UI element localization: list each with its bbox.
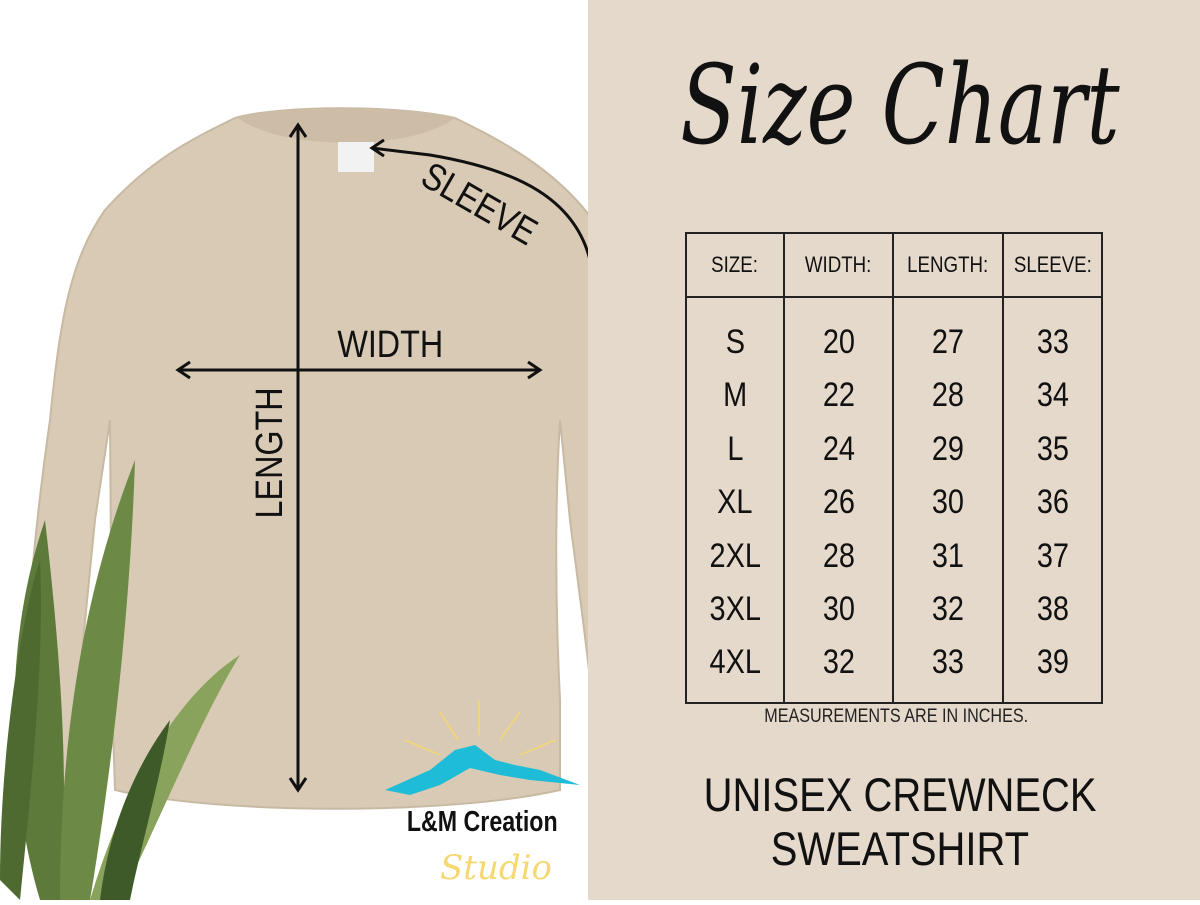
neck-tag — [338, 142, 374, 172]
table-row: 3XL 30 32 38 — [685, 583, 1103, 637]
product-name: UNISEX CREWNECK SWEATSHIRT — [703, 768, 1097, 875]
table-cell: 20 — [783, 297, 894, 369]
table-cell: 30 — [783, 583, 894, 637]
table-cell: 34 — [1002, 369, 1103, 423]
table-cell: 3XL — [685, 583, 785, 637]
table-cell: 28 — [783, 529, 894, 583]
sweatshirt-illustration — [0, 107, 658, 900]
table-row: S 20 27 33 — [685, 297, 1103, 369]
logo-script: Studio — [440, 848, 552, 888]
page-title: Size Chart — [680, 41, 1120, 169]
header-width: WIDTH: — [783, 232, 894, 298]
size-table: SIZE: WIDTH: LENGTH: SLEEVE: S 20 27 33 M 22 2… — [685, 232, 1103, 704]
table-cell: 33 — [1002, 297, 1103, 369]
length-label: LENGTH — [249, 387, 291, 519]
table-cell: 2XL — [685, 529, 785, 583]
measurement-note: MEASUREMENTS ARE IN INCHES. — [764, 706, 1028, 727]
table-row: 4XL 32 33 39 — [685, 636, 1103, 704]
header-sleeve: SLEEVE: — [1002, 232, 1103, 298]
width-label: WIDTH — [337, 324, 444, 366]
header-size: SIZE: — [685, 232, 785, 298]
table-cell: 22 — [783, 369, 894, 423]
table-header: SIZE: WIDTH: LENGTH: SLEEVE: — [685, 232, 1103, 298]
table-cell: 37 — [1002, 529, 1103, 583]
table-cell: 39 — [1002, 636, 1103, 704]
table-cell: 38 — [1002, 583, 1103, 637]
table-cell: 30 — [892, 476, 1004, 530]
length-arrow — [288, 122, 308, 793]
table-cell: M — [685, 369, 785, 423]
table-row: XL 26 30 36 — [685, 476, 1103, 530]
table-cell: 36 — [1002, 476, 1103, 530]
table-cell: 24 — [783, 422, 894, 476]
table-cell: 33 — [892, 636, 1004, 704]
table-row: 2XL 28 31 37 — [685, 529, 1103, 583]
table-cell: 4XL — [685, 636, 785, 704]
table-cell: 32 — [783, 636, 894, 704]
table-cell: 32 — [892, 583, 1004, 637]
table-cell: 35 — [1002, 422, 1103, 476]
table-cell: 28 — [892, 369, 1004, 423]
table-cell: L — [685, 422, 785, 476]
width-arrow — [175, 360, 543, 380]
table-cell: 26 — [783, 476, 894, 530]
table-cell: 29 — [892, 422, 1004, 476]
logo-name: L&M Creation — [407, 806, 558, 838]
garment-image-panel — [0, 0, 658, 900]
table-cell: 27 — [892, 297, 1004, 369]
plant-image — [0, 460, 240, 900]
table-cell: XL — [685, 476, 785, 530]
table-row: L 24 29 35 — [685, 422, 1103, 476]
table-cell: 31 — [892, 529, 1004, 583]
header-length: LENGTH: — [892, 232, 1004, 298]
logo-icon — [385, 700, 580, 795]
table-row: M 22 28 34 — [685, 369, 1103, 423]
table-cell: S — [685, 297, 785, 369]
